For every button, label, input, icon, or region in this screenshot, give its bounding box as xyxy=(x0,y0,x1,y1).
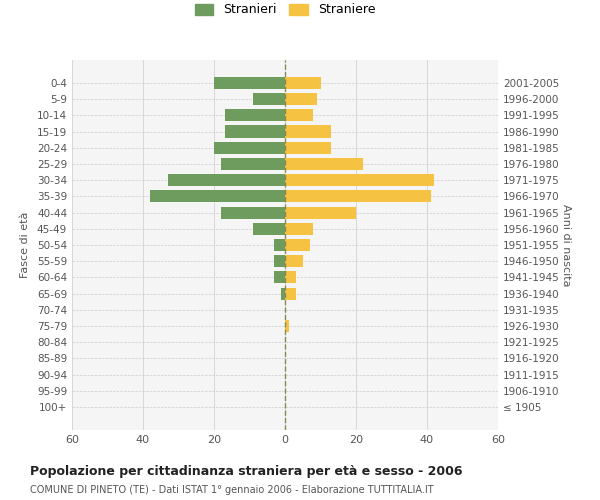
Bar xyxy=(224,126,285,138)
Bar xyxy=(285,109,313,122)
Bar xyxy=(285,239,310,251)
Bar xyxy=(285,288,296,300)
Bar xyxy=(150,190,285,202)
Bar xyxy=(285,255,303,268)
Bar xyxy=(214,77,285,89)
Bar xyxy=(274,255,285,268)
Bar xyxy=(285,126,331,138)
Bar xyxy=(253,222,285,235)
Bar xyxy=(285,190,431,202)
Bar xyxy=(253,93,285,105)
Bar xyxy=(221,158,285,170)
Bar xyxy=(285,93,317,105)
Y-axis label: Fasce di età: Fasce di età xyxy=(20,212,30,278)
Bar xyxy=(274,272,285,283)
Bar xyxy=(274,239,285,251)
Bar xyxy=(221,206,285,218)
Bar xyxy=(285,206,356,218)
Bar xyxy=(168,174,285,186)
Bar xyxy=(285,320,289,332)
Text: COMUNE DI PINETO (TE) - Dati ISTAT 1° gennaio 2006 - Elaborazione TUTTITALIA.IT: COMUNE DI PINETO (TE) - Dati ISTAT 1° ge… xyxy=(30,485,434,495)
Text: Popolazione per cittadinanza straniera per età e sesso - 2006: Popolazione per cittadinanza straniera p… xyxy=(30,465,463,478)
Legend: Stranieri, Straniere: Stranieri, Straniere xyxy=(191,0,379,20)
Bar xyxy=(281,288,285,300)
Bar xyxy=(285,142,331,154)
Bar xyxy=(224,109,285,122)
Bar xyxy=(214,142,285,154)
Bar xyxy=(285,222,313,235)
Bar xyxy=(285,174,434,186)
Y-axis label: Anni di nascita: Anni di nascita xyxy=(561,204,571,286)
Bar xyxy=(285,272,296,283)
Bar xyxy=(285,158,363,170)
Bar xyxy=(285,77,320,89)
